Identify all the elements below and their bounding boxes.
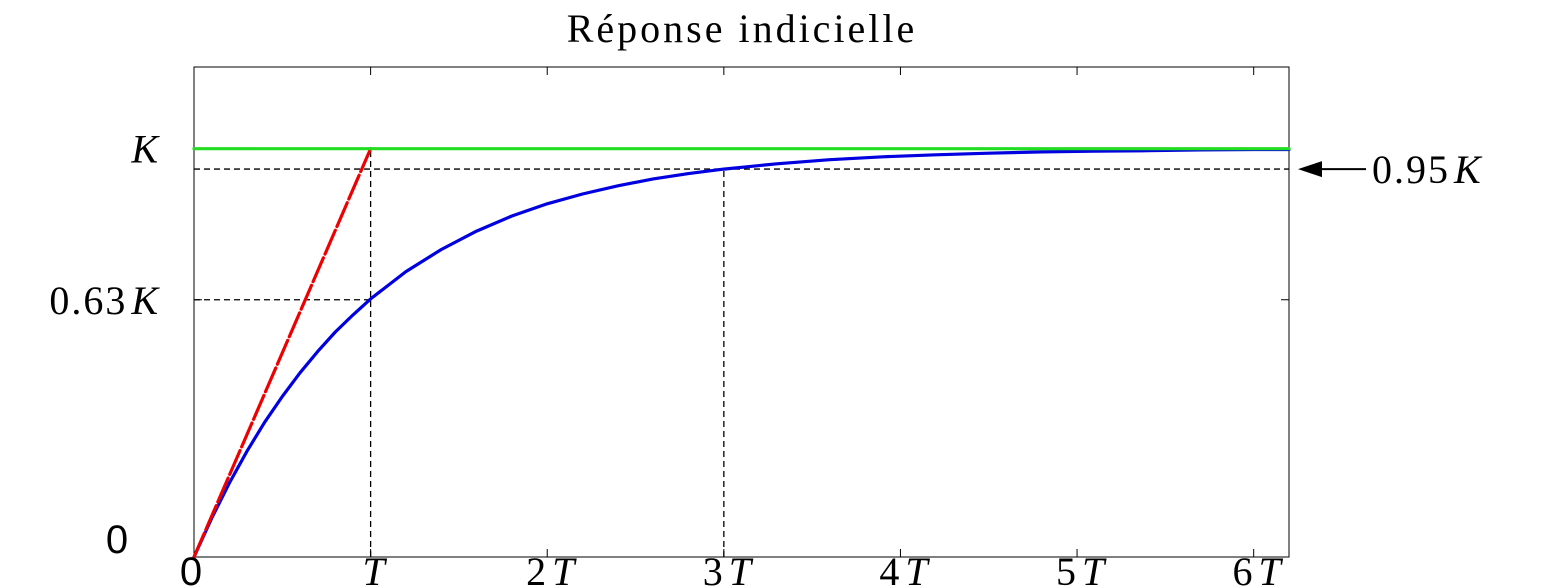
series-line-1 <box>192 147 373 559</box>
chart-title: Réponse indicielle <box>567 6 918 51</box>
series-line-0 <box>192 147 1291 559</box>
x-tick-label-1: T <box>362 549 387 587</box>
plot-frame <box>193 66 1290 558</box>
annotation-label: 0.95 K <box>1372 147 1483 192</box>
y-tick-label-2: K <box>130 127 160 172</box>
annotation-arrow-head <box>1298 161 1322 178</box>
y-tick-label-0: 0 <box>106 518 130 562</box>
x-tick-label-0: 0 <box>180 550 204 587</box>
plot-area: 0 T 2 T 3 T 4 T 5 T 6 T 0 0.63 K K 0.95 K <box>49 66 1483 587</box>
y-tick-label-1: 0.63 K <box>49 278 160 323</box>
